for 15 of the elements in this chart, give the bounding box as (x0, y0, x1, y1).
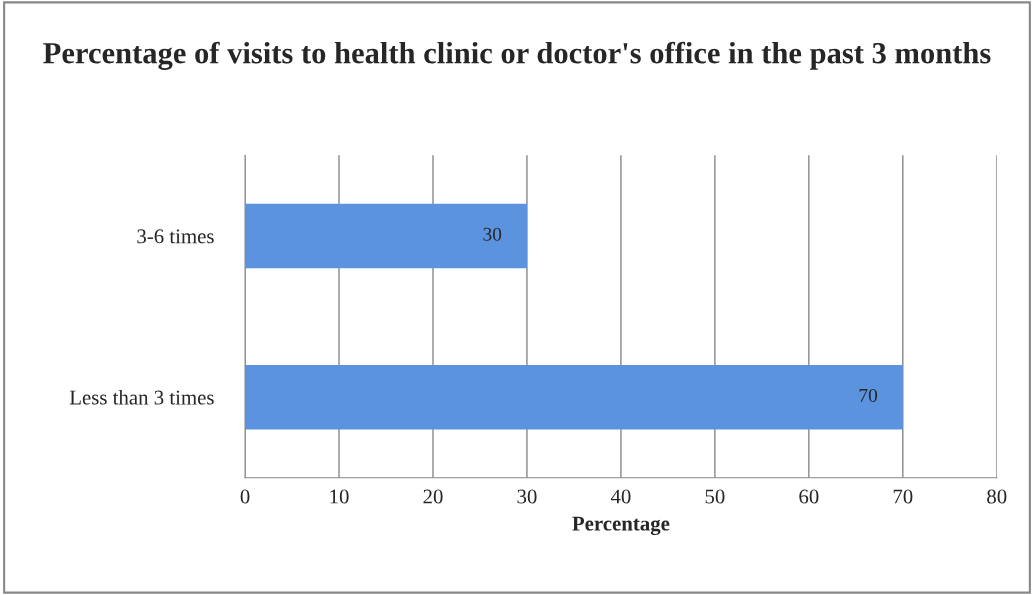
x-tick-label: 20 (423, 489, 443, 504)
x-tick-label: 60 (799, 489, 819, 504)
x-axis-title: Percentage (572, 516, 670, 536)
x-tick-label: 70 (893, 489, 913, 504)
data-label: 30 (483, 227, 502, 241)
x-tick-label: 10 (330, 489, 349, 504)
x-tick-label: 80 (987, 489, 1007, 504)
data-label: 70 (859, 388, 878, 403)
y-tick-label: Less than 3 times (69, 389, 214, 405)
x-tick-label: 40 (610, 489, 631, 504)
chart-title: Percentage of visits to health clinic or doctor's office in the past 3 months (43, 41, 991, 70)
x-tick-label: 30 (517, 489, 537, 504)
y-tick-label: 3-6 times (137, 229, 214, 244)
x-tick-label: 0 (240, 489, 250, 504)
x-tick-label: 50 (705, 489, 725, 504)
